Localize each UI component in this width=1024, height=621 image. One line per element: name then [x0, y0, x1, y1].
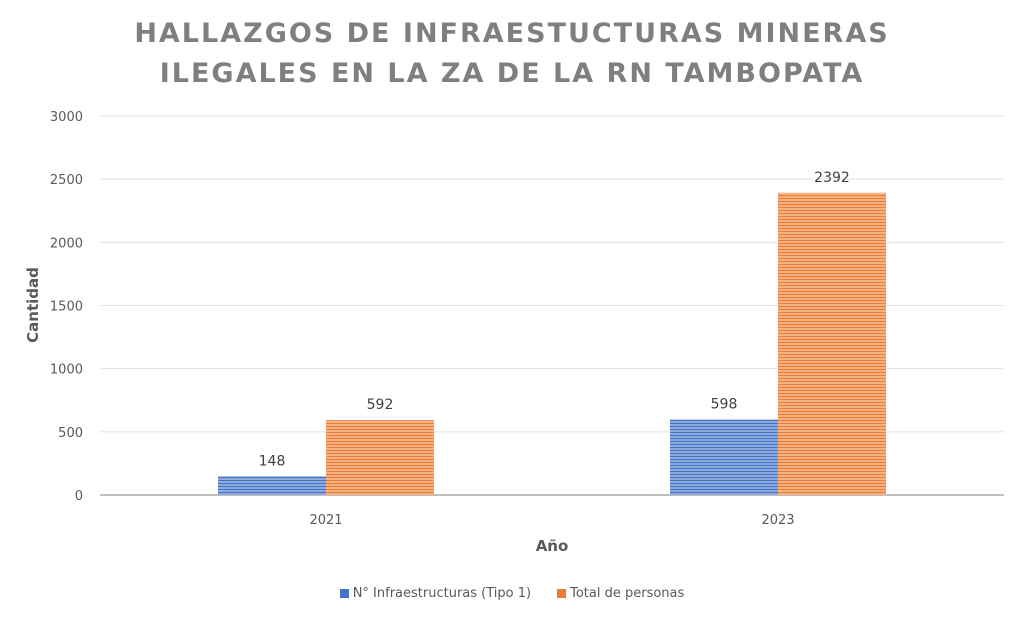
y-tick-label: 3000	[50, 110, 83, 125]
bar-personas-2021	[326, 420, 434, 495]
legend-item-infraestructuras: N° Infraestructuras (Tipo 1)	[339, 586, 532, 601]
x-tick-label: 2023	[761, 513, 794, 528]
legend-label: Total de personas	[570, 586, 685, 601]
x-axis-title: Año	[536, 537, 569, 555]
y-axis-title: Cantidad	[24, 267, 42, 343]
legend: N° Infraestructuras (Tipo 1) Total de pe…	[0, 586, 1024, 601]
legend-label: N° Infraestructuras (Tipo 1)	[352, 586, 532, 601]
bar-personas-2023	[778, 192, 886, 495]
legend-item-personas: Total de personas	[557, 586, 684, 601]
legend-swatch-blue	[339, 589, 349, 598]
legend-swatch-orange	[557, 589, 567, 598]
chart-title-line-2: ILEGALES EN LA ZA DE LA RN TAMBOPATA	[159, 58, 865, 89]
chart-title: HALLAZGOS DE INFRAESTUCTURAS MINERAS ILE…	[0, 14, 1024, 94]
y-tick-label: 1500	[50, 300, 83, 315]
x-axis-ticks: 2021 2023	[309, 513, 794, 528]
chart-title-line-1: HALLAZGOS DE INFRAESTUCTURAS MINERAS	[134, 18, 890, 49]
y-tick-label: 1000	[50, 363, 83, 378]
bars	[218, 192, 886, 495]
y-tick-label: 2000	[50, 236, 83, 251]
bar-infraestructuras-2021	[218, 476, 326, 495]
y-tick-label: 2500	[50, 173, 83, 188]
x-tick-label: 2021	[309, 513, 342, 528]
y-tick-label: 500	[58, 426, 83, 441]
data-label: 2392	[814, 170, 850, 186]
y-tick-label: 0	[75, 489, 83, 504]
bar-chart: 0 500 1000 1500 2000 2500 3000 148 592 598 2392 2…	[24, 110, 1004, 555]
data-label: 148	[259, 453, 286, 469]
data-label: 598	[711, 396, 738, 412]
data-label: 592	[367, 397, 394, 413]
y-axis-ticks: 0 500 1000 1500 2000 2500 3000	[50, 110, 83, 504]
bar-infraestructuras-2023	[670, 419, 778, 495]
data-labels: 148 592 598 2392	[259, 170, 850, 469]
